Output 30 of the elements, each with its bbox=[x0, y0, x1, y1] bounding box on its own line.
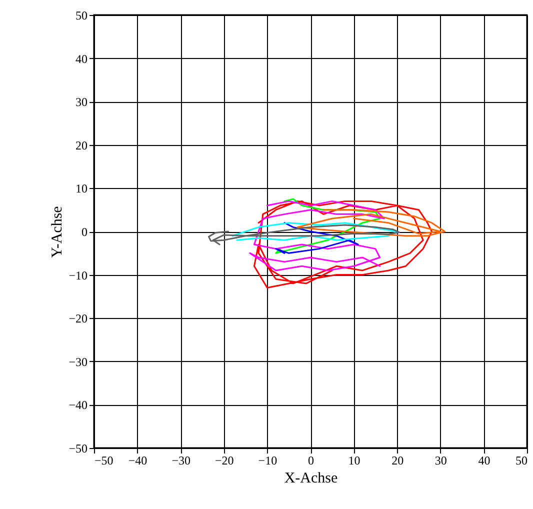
y-tick-label: −40 bbox=[68, 398, 88, 412]
y-tick-label: 0 bbox=[82, 225, 88, 239]
y-tick-label: 10 bbox=[76, 182, 88, 196]
y-tick-label: −20 bbox=[68, 312, 88, 326]
y-tick-label: −10 bbox=[68, 268, 88, 282]
x-tick-label: −30 bbox=[172, 454, 190, 468]
x-tick-label: 50 bbox=[516, 454, 528, 468]
y-tick-label: 40 bbox=[76, 52, 88, 66]
x-tick-label: 40 bbox=[478, 454, 490, 468]
x-tick-label: −50 bbox=[94, 454, 114, 468]
line-series bbox=[208, 224, 400, 246]
y-tick-label: −30 bbox=[68, 354, 88, 369]
x-tick-label: −40 bbox=[128, 454, 148, 468]
line-series bbox=[253, 200, 432, 289]
y-axis-title: Y-Achse bbox=[50, 206, 66, 258]
line-series bbox=[275, 222, 359, 254]
line-series bbox=[249, 200, 385, 272]
y-tick-label: −50 bbox=[68, 442, 88, 456]
y-tick-label: 20 bbox=[76, 138, 88, 152]
line-series bbox=[296, 209, 446, 237]
x-tick-label: −20 bbox=[215, 454, 234, 468]
x-tick-label: 20 bbox=[392, 454, 404, 468]
x-tick-label: 30 bbox=[434, 454, 447, 468]
x-axis-title: X-Achse bbox=[284, 470, 338, 486]
x-tick-label: 0 bbox=[308, 454, 314, 468]
line-series bbox=[232, 222, 398, 241]
x-tick-label: −10 bbox=[258, 454, 278, 468]
y-tick-label: 30 bbox=[76, 95, 88, 110]
x-tick-label: 10 bbox=[348, 454, 360, 468]
y-tick-label: 50 bbox=[76, 8, 88, 22]
